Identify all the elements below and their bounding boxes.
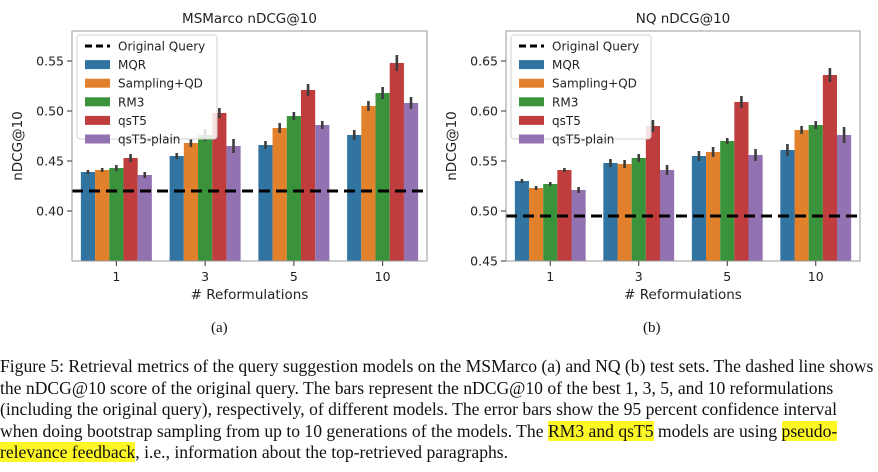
msmarco-xtick-label: 5 xyxy=(290,269,298,284)
subfigure-label-a: (a) xyxy=(211,320,228,336)
nq-bar-sampling-qd-1 xyxy=(529,188,544,261)
nq-bar-sampling-qd-3 xyxy=(617,164,632,261)
nq-ytick-label: 0.60 xyxy=(470,104,498,119)
msmarco-bar-rm3-5 xyxy=(286,116,301,261)
msmarco-bar-rm3-1 xyxy=(109,168,124,261)
caption-highlight-rm3-qst5: RM3 and qsT5 xyxy=(547,420,654,441)
msmarco-legend-swatch-rm3 xyxy=(85,97,110,107)
nq-ytick-label: 0.50 xyxy=(470,204,498,219)
msmarco-legend-label-qst5-plain: qsT5-plain xyxy=(118,133,180,147)
msmarco-bar-rm3-3 xyxy=(198,135,213,261)
subfigure-label-b: (b) xyxy=(643,320,661,336)
nq-legend-swatch-rm3 xyxy=(519,97,544,107)
msmarco-bar-qst5-5 xyxy=(300,90,316,261)
msmarco-bar-mqr-10 xyxy=(347,135,362,261)
msmarco-bar-mqr-3 xyxy=(169,156,184,261)
nq-bar-mqr-1 xyxy=(514,181,530,261)
caption-text-1: Figure 5: Retrieval metrics of the query… xyxy=(0,356,874,441)
msmarco-legend-swatch-qst5 xyxy=(85,115,110,125)
msmarco-bar-rm3-10 xyxy=(375,93,390,261)
msmarco-legend-label-mqr: MQR xyxy=(118,58,146,72)
nq-ytick-label: 0.65 xyxy=(470,54,498,69)
nq-legend-label-qst5-plain: qsT5-plain xyxy=(552,133,614,147)
msmarco-legend-box xyxy=(76,34,218,140)
caption-text-2: models are using xyxy=(653,420,782,441)
nq-legend-box xyxy=(510,34,652,140)
msmarco-bar-sampling-qd-10 xyxy=(361,106,376,261)
nq-legend-label-qst5: qsT5 xyxy=(552,114,581,128)
msmarco-bar-qst5-10 xyxy=(389,63,404,261)
nq-legend-label-mqr: MQR xyxy=(552,58,580,72)
nq-legend-label-original-query: Original Query xyxy=(552,40,639,54)
msmarco-bar-qst5-1 xyxy=(123,158,138,261)
msmarco-ytick-label: 0.55 xyxy=(36,54,64,69)
msmarco-legend-label-rm3: RM3 xyxy=(118,95,144,109)
msmarco-bar-mqr-1 xyxy=(80,172,96,261)
msmarco-bar-qst5-plain-10 xyxy=(403,103,419,261)
nq-xtick-label: 5 xyxy=(723,269,731,284)
msmarco-ytick-label: 0.45 xyxy=(36,154,64,169)
nq-bar-qst5-plain-1 xyxy=(571,190,586,261)
nq-legend-swatch-sampling-qd xyxy=(519,78,544,88)
msmarco-ytick-label: 0.40 xyxy=(36,204,64,219)
msmarco-bar-sampling-qd-3 xyxy=(183,143,199,261)
nq-bar-rm3-5 xyxy=(720,141,735,261)
nq-ytick-label: 0.45 xyxy=(470,254,498,269)
figure-caption: Figure 5: Retrieval metrics of the query… xyxy=(0,356,878,464)
nq-bar-mqr-10 xyxy=(780,150,795,261)
nq-bar-sampling-qd-10 xyxy=(794,130,809,261)
nq-plot-frame xyxy=(505,30,861,262)
msmarco-ytick-label: 0.50 xyxy=(36,104,64,119)
nq-legend-label-sampling-qd: Sampling+QD xyxy=(552,77,637,91)
nq-ytick-label: 0.55 xyxy=(470,154,498,169)
nq-x-axis-label: # Reformulations xyxy=(624,287,742,303)
msmarco-xtick-label: 10 xyxy=(375,269,391,284)
msmarco-plot-frame xyxy=(71,30,428,262)
nq-bar-rm3-3 xyxy=(631,158,646,261)
nq-bar-rm3-10 xyxy=(808,125,823,261)
msmarco-bar-mqr-5 xyxy=(258,145,273,261)
msmarco-y-axis-label: nDCG@10 xyxy=(10,111,26,181)
charts-figure: 0.40 0.45 0.50 0.55 1 3 5 10 MSMarco nDCG@10 # Re… xyxy=(10,11,861,303)
msmarco-legend-swatch-qst5-plain xyxy=(85,134,110,144)
nq-xtick-label: 1 xyxy=(546,269,554,284)
nq-legend-swatch-qst5 xyxy=(519,115,544,125)
msmarco-chart-title: MSMarco nDCG@10 xyxy=(182,11,317,27)
nq-bar-sampling-qd-5 xyxy=(706,152,721,261)
nq-bar-mqr-3 xyxy=(603,163,618,261)
msmarco-xtick-label: 1 xyxy=(112,269,120,284)
nq-bar-qst5-3 xyxy=(645,126,660,261)
nq-bar-qst5-5 xyxy=(734,102,749,261)
nq-xtick-label: 10 xyxy=(808,269,824,284)
nq-legend-label-rm3: RM3 xyxy=(552,95,578,109)
msmarco-legend-swatch-sampling-qd xyxy=(85,78,110,88)
msmarco-legend-label-qst5: qsT5 xyxy=(118,114,147,128)
nq-xtick-label: 3 xyxy=(635,269,643,284)
nq-y-axis-label: nDCG@10 xyxy=(444,111,460,181)
msmarco-legend-label-sampling-qd: Sampling+QD xyxy=(118,77,203,91)
msmarco-legend-swatch-mqr xyxy=(85,60,110,70)
msmarco-bar-sampling-qd-1 xyxy=(95,170,110,261)
msmarco-x-axis-label: # Reformulations xyxy=(191,287,309,303)
msmarco-legend-label-original-query: Original Query xyxy=(118,40,205,54)
nq-bar-qst5-plain-10 xyxy=(836,135,852,261)
msmarco-bar-qst5-3 xyxy=(212,113,227,261)
nq-bar-qst5-plain-5 xyxy=(748,155,763,261)
nq-bar-mqr-5 xyxy=(691,156,707,261)
msmarco-bar-qst5-plain-5 xyxy=(315,125,330,261)
msmarco-xtick-label: 3 xyxy=(201,269,209,284)
nq-legend-swatch-mqr xyxy=(519,60,544,70)
nq-bar-qst5-10 xyxy=(822,75,837,261)
nq-legend-swatch-qst5-plain xyxy=(519,134,544,144)
caption-text-3: , i.e., information about the top-retrie… xyxy=(135,442,509,462)
nq-bar-rm3-1 xyxy=(543,184,558,261)
msmarco-bar-qst5-plain-1 xyxy=(137,175,152,261)
msmarco-bar-sampling-qd-5 xyxy=(272,128,287,261)
msmarco-bar-qst5-plain-3 xyxy=(226,146,241,261)
nq-chart-title: NQ nDCG@10 xyxy=(636,11,731,27)
